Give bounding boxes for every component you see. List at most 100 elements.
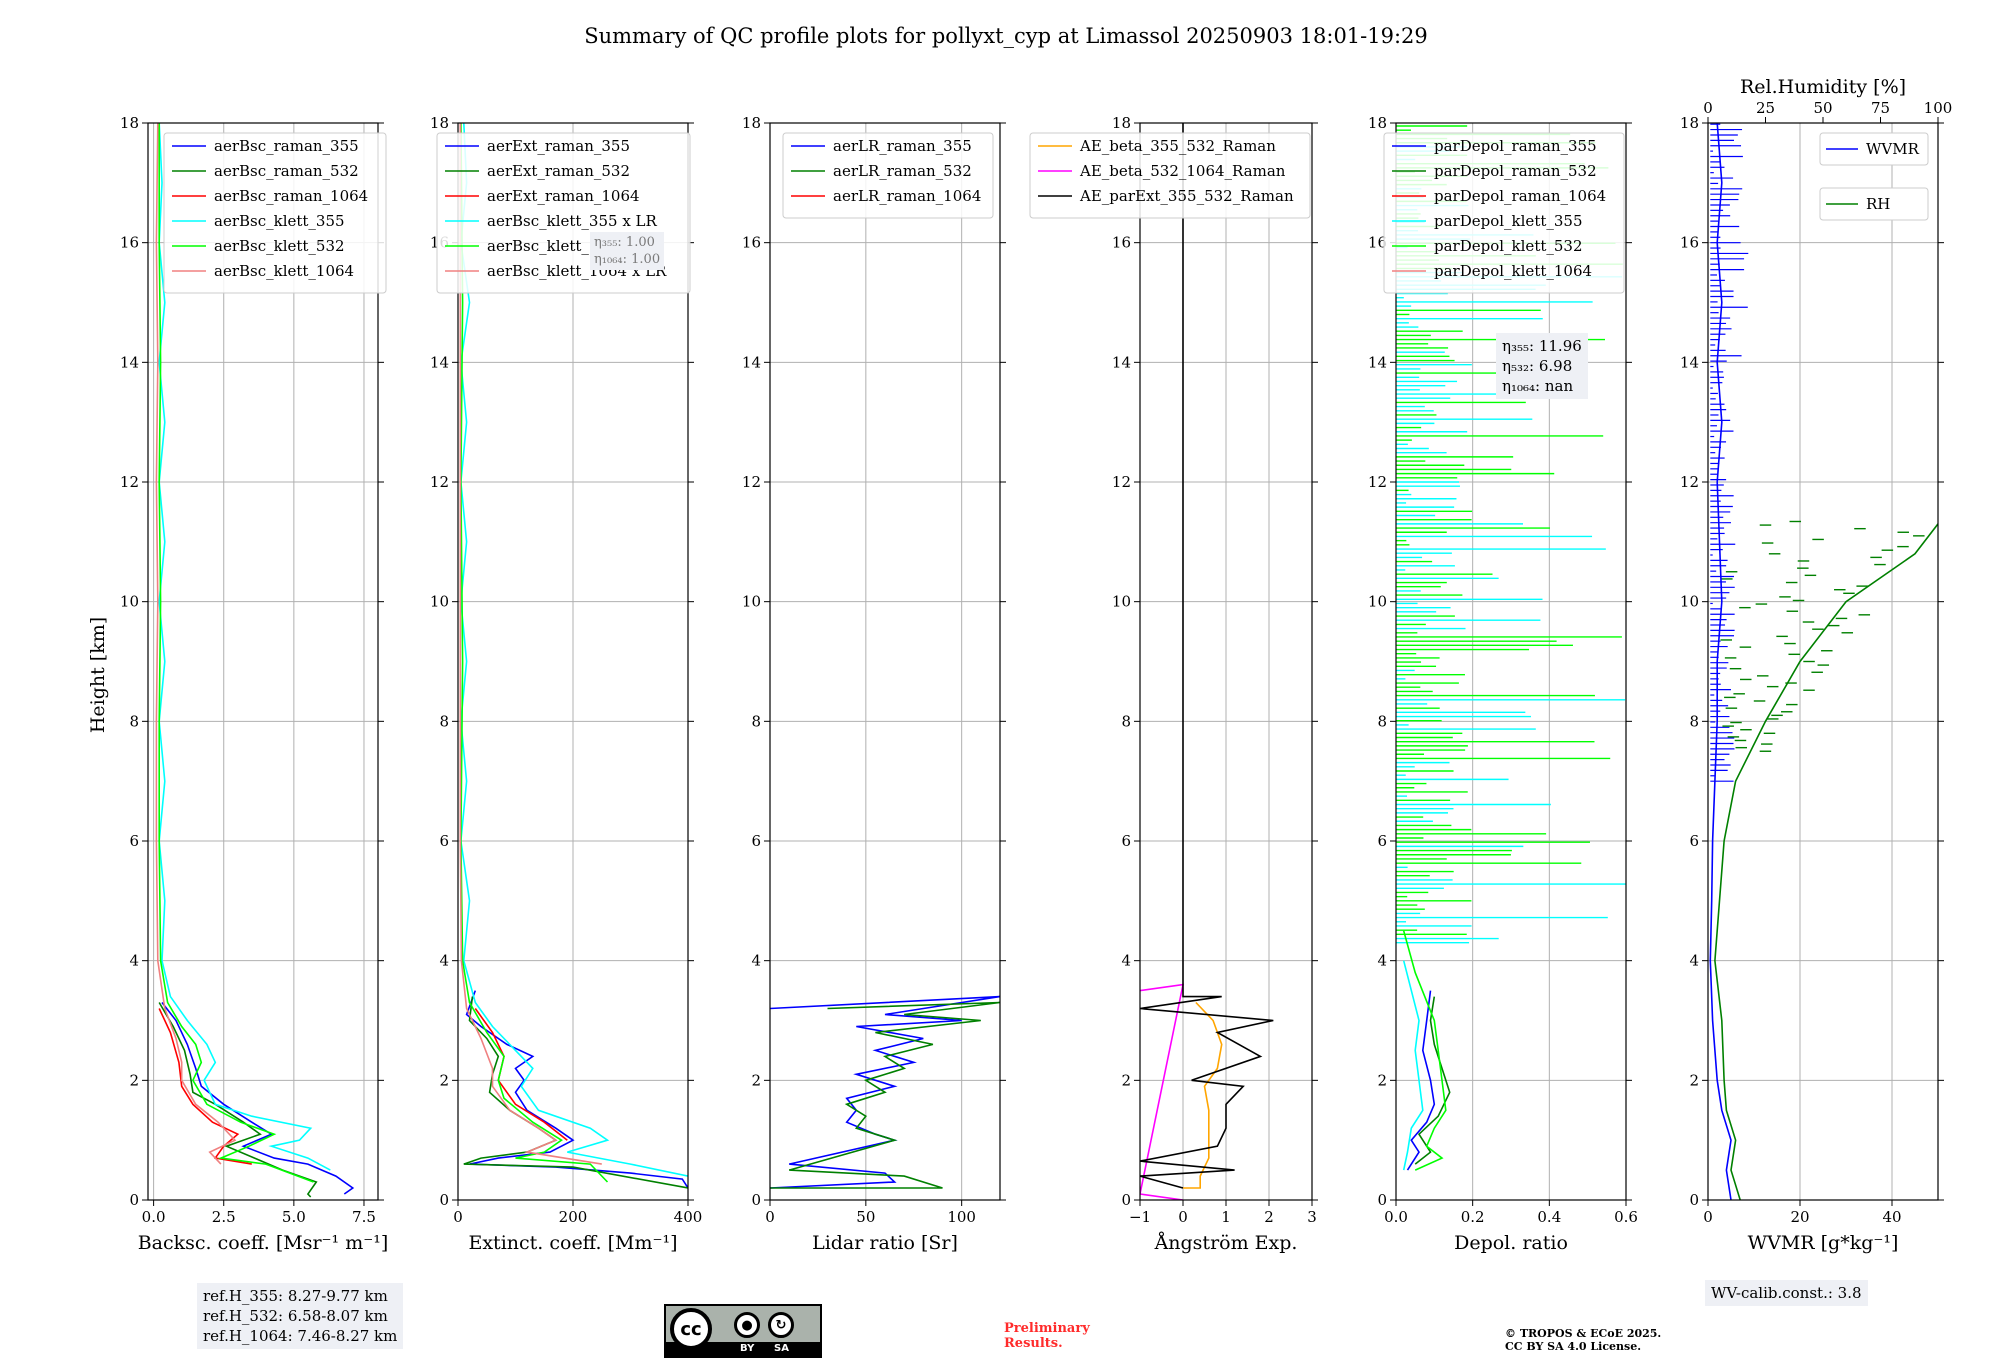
series-line-rh (1714, 523, 1938, 1200)
y-tick-label: 16 (1680, 234, 1699, 252)
legend-label: aerExt_raman_355 (487, 137, 630, 155)
plot-frame (1707, 122, 1939, 1201)
y-tick-label: 4 (129, 952, 139, 970)
legend-label: aerBsc_raman_355 (214, 137, 359, 155)
sa-share-icon: ↻ (768, 1312, 794, 1338)
y-tick-label: 18 (1368, 114, 1387, 132)
legend-label: parDepol_klett_1064 (1434, 262, 1592, 280)
plot-frame (147, 122, 379, 1201)
x-tick-label: 2.5 (212, 1208, 236, 1226)
legend-label: parDepol_raman_1064 (1434, 187, 1606, 205)
top-x-tick-label: 100 (1924, 99, 1953, 117)
eta-obscured-1064: η₁₀₆₄: 1.00 (594, 252, 661, 267)
x-tick-label: 20 (1790, 1208, 1809, 1226)
y-tick-label: 0 (129, 1191, 139, 1209)
top-axis-label: Rel.Humidity [%] (1740, 76, 1906, 98)
series-group (770, 995, 1000, 1189)
top-x-tick-label: 75 (1871, 99, 1890, 117)
series-line-ae-beta-355-532-raman (1183, 1001, 1223, 1189)
ref-height-355: ref.H_355: 8.27-9.77 km (203, 1287, 388, 1305)
sa-label: SA (774, 1343, 789, 1354)
x-axis-label: Lidar ratio [Sr] (812, 1232, 958, 1254)
series-line-ae-beta-532-1064-raman (1140, 983, 1185, 1200)
wv-calib-box: WV-calib.const.: 3.8 (1705, 1280, 1868, 1306)
x-axis-label: WVMR [g*kg⁻¹] (1748, 1232, 1899, 1254)
y-tick-label: 4 (751, 952, 761, 970)
top-x-tick-label: 0 (1703, 99, 1713, 117)
x-tick-label: 5.0 (282, 1208, 306, 1226)
x-tick-label: 0.2 (1461, 1208, 1485, 1226)
y-tick-label: 0 (1689, 1191, 1699, 1209)
y-tick-label: 8 (751, 712, 761, 730)
ref-height-1064: ref.H_1064: 7.46-8.27 km (203, 1327, 398, 1345)
panel-backscatter: 0 2 4 6 8 10 12 14 16 18 0.0 2.5 5.0 7.5 Backsc. coeff… (120, 114, 388, 1254)
y-tick-label: 18 (742, 114, 761, 132)
series-group (459, 123, 688, 1189)
copyright-note: © TROPOS & ECoE 2025. CC BY SA 4.0 Licen… (1505, 1327, 1661, 1353)
y-tick-label: 14 (1112, 353, 1131, 371)
eta-532: η₅₃₂: 6.98 (1502, 357, 1573, 375)
y-tick-label: 6 (751, 832, 761, 850)
y-tick-label: 12 (1368, 473, 1387, 491)
y-tick-label: 2 (129, 1071, 139, 1089)
legend-label: aerBsc_raman_1064 (214, 187, 368, 205)
x-tick-label: 0.0 (1384, 1208, 1408, 1226)
y-tick-label: 10 (742, 593, 761, 611)
eta-box-obscured: η₃₅₅: 1.00 η₁₀₆₄: 1.00 (590, 232, 665, 270)
legend-label: AE_beta_355_532_Raman (1079, 137, 1276, 155)
legend-label: aerExt_raman_532 (487, 162, 630, 180)
top-x-tick-label: 50 (1813, 99, 1832, 117)
y-tick-label: 14 (1680, 353, 1699, 371)
y-tick-label: 14 (1368, 353, 1387, 371)
legend-box (1029, 132, 1311, 219)
series-line-aerext-raman-355 (465, 990, 688, 1189)
series-line-aerlr-raman-355 (770, 995, 1000, 1189)
y-tick-label: 4 (1377, 952, 1387, 970)
y-tick-label: 2 (751, 1071, 761, 1089)
y-tick-label: 6 (1121, 832, 1131, 850)
x-tick-label: 400 (674, 1208, 703, 1226)
y-tick-label: 0 (1377, 1191, 1387, 1209)
y-tick-label: 10 (1112, 593, 1131, 611)
by-person-icon: ● (734, 1312, 760, 1338)
y-tick-label: 18 (120, 114, 139, 132)
y-tick-label: 12 (430, 473, 449, 491)
x-tick-label: 40 (1882, 1208, 1901, 1226)
eta-box: η₃₅₅: 11.96 η₅₃₂: 6.98 η₁₀₆₄: nan (1496, 333, 1588, 399)
y-tick-label: 14 (742, 353, 761, 371)
cc-icon: cc (670, 1308, 712, 1350)
series-group (1140, 123, 1274, 1200)
series-line-aerbsc-klett-1064-x-lr (459, 123, 602, 1165)
y-tick-label: 18 (430, 114, 449, 132)
y-tick-label: 4 (439, 952, 449, 970)
figure-title: Summary of QC profile plots for pollyxt_… (584, 24, 1428, 48)
y-tick-label: 8 (1377, 712, 1387, 730)
legend-label: AE_parExt_355_532_Raman (1079, 187, 1294, 205)
x-tick-label: 0 (1178, 1208, 1188, 1226)
legend-label: aerLR_raman_532 (833, 162, 972, 180)
series-line-pardepol-raman-355 (1406, 990, 1436, 1171)
legend-label: parDepol_raman_532 (1434, 162, 1597, 180)
x-axis-label: Extinct. coeff. [Mm⁻¹] (468, 1232, 677, 1254)
series-line-aerbsc-klett-1064 (155, 123, 237, 1165)
top-x-tick-label: 25 (1756, 99, 1775, 117)
y-tick-label: 4 (1121, 952, 1131, 970)
legend-box (1819, 132, 1929, 166)
x-axis-label: Depol. ratio (1454, 1232, 1568, 1254)
x-tick-label: 7.5 (352, 1208, 376, 1226)
y-tick-label: 8 (439, 712, 449, 730)
preliminary-line-2: Results. (1004, 1336, 1063, 1351)
series-line-wvmr (1709, 123, 1732, 1200)
y-tick-label: 10 (120, 593, 139, 611)
x-tick-label: 1 (1221, 1208, 1231, 1226)
legend-label: parDepol_klett_532 (1434, 237, 1583, 255)
y-tick-label: 18 (1112, 114, 1131, 132)
eta-1064: η₁₀₆₄: nan (1502, 377, 1574, 395)
y-tick-label: 6 (1689, 832, 1699, 850)
y-tick-label: 2 (1377, 1071, 1387, 1089)
series-line-ae-parext-355-532-raman (1140, 123, 1274, 1189)
series-group (155, 123, 355, 1198)
y-tick-label: 2 (439, 1071, 449, 1089)
